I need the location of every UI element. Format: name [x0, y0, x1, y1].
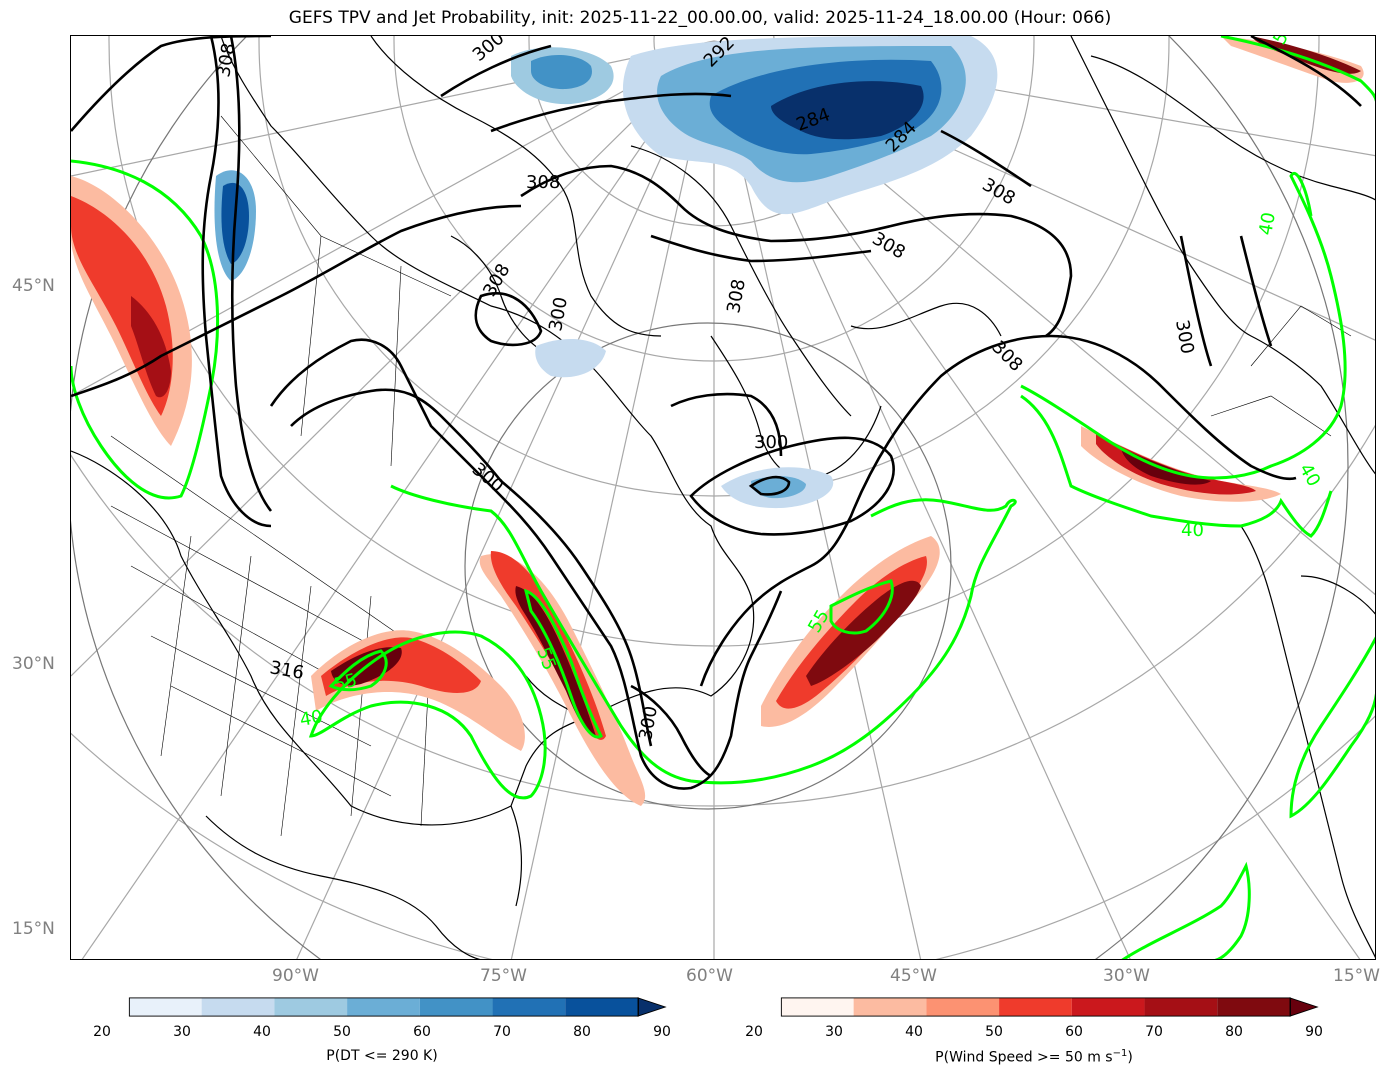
colorbar-cell	[492, 997, 566, 1017]
map-title: GEFS TPV and Jet Probability, init: 2025…	[288, 8, 1112, 28]
blue-tick: 80	[573, 1024, 591, 1040]
colorbar-cell	[274, 997, 348, 1017]
colorbar-cell	[201, 997, 275, 1017]
red-label-end: )	[1127, 1049, 1133, 1066]
coastlines	[71, 36, 1375, 959]
blue-tick: 40	[253, 1024, 271, 1040]
theta-label: 300	[1171, 318, 1198, 355]
range-circle	[464, 322, 952, 810]
colorbar-cell	[128, 997, 202, 1017]
lon-label-30w: 30°W	[1103, 966, 1150, 986]
theta-label: 308	[526, 172, 560, 193]
colorbar-cell	[926, 997, 1000, 1017]
red-tick: 60	[1065, 1024, 1083, 1040]
red-tick: 30	[825, 1024, 843, 1040]
red-tick: 70	[1145, 1024, 1163, 1040]
lon-label-45w: 45°W	[890, 966, 937, 986]
borders	[110, 115, 1352, 837]
colorbar-cell	[999, 997, 1072, 1017]
colorbar-cell	[1071, 997, 1145, 1017]
theta-label: 300	[468, 459, 508, 497]
lon-label-15w: 15°W	[1333, 966, 1380, 986]
colorbar-cell	[565, 997, 638, 1017]
theta-label: 300	[545, 295, 572, 332]
red-tick: 40	[905, 1024, 923, 1040]
lat-label-45n: 45°N	[12, 276, 55, 296]
blue-probability-fills	[214, 36, 998, 509]
lat-label-30n: 30°N	[12, 654, 55, 674]
lon-label-90w: 90°W	[272, 966, 319, 986]
theta-label: 308	[979, 174, 1019, 209]
theta-label: 308	[723, 277, 750, 314]
colorbar-cell	[853, 997, 927, 1017]
blue-colorbar	[128, 997, 667, 1017]
outer-range-ring	[71, 36, 1349, 959]
jet-label: 40	[1181, 520, 1204, 541]
graticule	[71, 36, 1375, 959]
jet-label: 40	[1295, 460, 1325, 490]
red-tick: 90	[1305, 1024, 1323, 1040]
blue-colorbar-extend	[637, 997, 667, 1017]
theta-contours	[71, 36, 1362, 790]
red-colorbar	[780, 997, 1319, 1017]
colorbar-cell	[1217, 997, 1290, 1017]
blue-tick: 50	[333, 1024, 351, 1040]
blue-tick: 20	[93, 1024, 111, 1040]
jet-label: 40	[298, 706, 324, 731]
red-label-sup: −1	[1112, 1048, 1128, 1059]
map-panel[interactable]: 308 300 292 284 284 308 308 308 308 300 …	[70, 35, 1376, 960]
red-tick: 50	[985, 1024, 1003, 1040]
colorbar-cell	[347, 997, 420, 1017]
colorbar-cell	[419, 997, 493, 1017]
jet-label: 40	[1255, 211, 1280, 237]
blue-colorbar-label: P(DT <= 290 K)	[326, 1048, 438, 1064]
blue-tick: 60	[413, 1024, 431, 1040]
theta-label: 308	[869, 228, 909, 263]
theta-label: 308	[987, 337, 1026, 376]
map-canvas: 308 300 292 284 284 308 308 308 308 300 …	[71, 36, 1375, 959]
colorbar-cell	[1144, 997, 1218, 1017]
theta-label: 300	[635, 704, 662, 741]
red-colorbar-extend	[1289, 997, 1319, 1017]
red-label-main: P(Wind Speed >= 50 m s	[935, 1049, 1113, 1066]
jet-contours	[71, 36, 1375, 959]
lon-label-75w: 75°W	[480, 966, 527, 986]
blue-tick: 70	[493, 1024, 511, 1040]
red-tick: 80	[1225, 1024, 1243, 1040]
red-colorbar-label: P(Wind Speed >= 50 m s−1)	[754, 1048, 1314, 1066]
blue-tick: 30	[173, 1024, 191, 1040]
lat-label-15n: 15°N	[12, 919, 55, 939]
lon-label-60w: 60°W	[686, 966, 733, 986]
red-tick: 20	[745, 1024, 763, 1040]
colorbar-cell	[780, 997, 854, 1017]
blue-tick: 90	[653, 1024, 671, 1040]
theta-label: 300	[754, 432, 788, 453]
